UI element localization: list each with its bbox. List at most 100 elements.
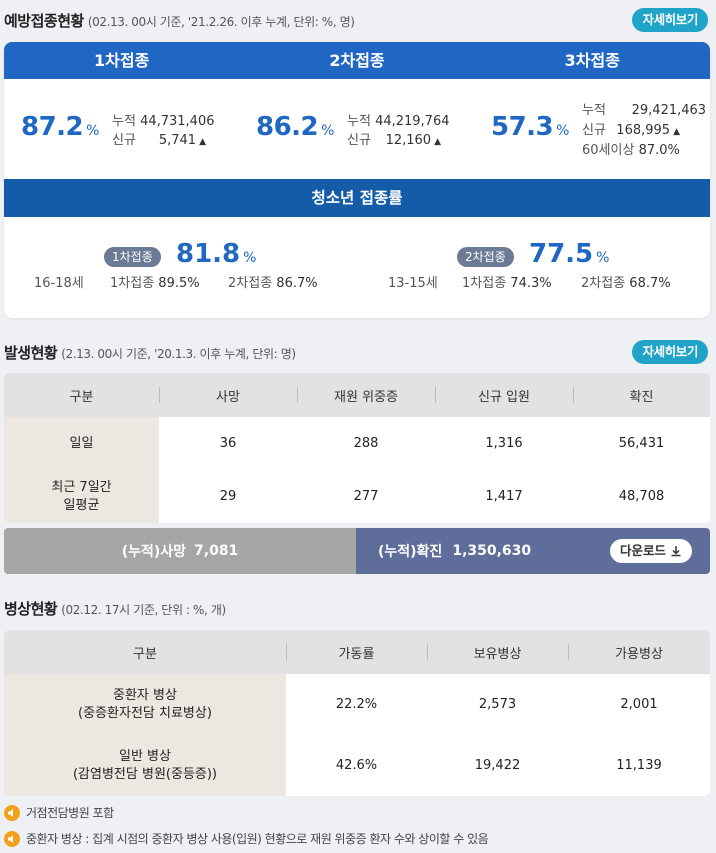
table-cell: 1,417 <box>485 489 523 504</box>
outbreak-title: 발생현황 <box>4 344 58 362</box>
dose3-new-value: 168,995 <box>616 123 671 138</box>
table-cell: 48,708 <box>618 489 665 504</box>
table-row: 중환자 병상 (중증환자전담 치료병상) 22.2% 2,573 2,001 <box>4 674 710 735</box>
increase-icon: ▲ <box>434 137 441 147</box>
vaccination-title: 예방접종현황 <box>4 12 84 30</box>
increase-icon: ▲ <box>673 127 680 137</box>
dose3-stats: 57.3% 누적 29,421,463 신규 168,995 ▲ 60세이상 87… <box>474 79 710 179</box>
youth2-dose2-label: 2차접종 <box>581 276 626 291</box>
row-label: 최근 7일간 일평균 <box>4 470 159 523</box>
speaker-icon <box>4 804 20 821</box>
table-cell: 29 <box>219 489 237 504</box>
row-label: 일반 병상 (감염병전담 병원(중등증)) <box>4 735 286 796</box>
download-icon <box>671 546 681 557</box>
beds-title: 병상현황 <box>4 600 58 618</box>
dose-stats-row: 87.2% 누적 44,731,406 신규 5,741 ▲ 86.2% 누적 4… <box>4 79 710 179</box>
dose2-cumulative-label: 누적 <box>347 114 371 129</box>
youth2-percent-unit: % <box>596 250 610 266</box>
table-cell: 11,139 <box>616 758 662 773</box>
table-cell: 22.2% <box>335 697 378 712</box>
dose1-percent-value: 87.2 <box>21 112 84 142</box>
dose3-over60-value: 87.0% <box>638 143 680 158</box>
table-cell: 2,573 <box>478 697 517 712</box>
youth1-dose1-label: 1차접종 <box>110 276 155 291</box>
dose2-new-value: 12,160 <box>385 133 432 148</box>
dose2-cumulative-value: 44,219,764 <box>375 114 450 129</box>
youth1-percent-unit: % <box>243 250 257 266</box>
table-row: 최근 7일간 일평균 29 277 1,417 48,708 <box>4 470 710 523</box>
dose1-percent-unit: % <box>86 123 99 139</box>
table-cell: 42.6% <box>335 758 378 773</box>
total-deaths-value: 7,081 <box>194 543 239 559</box>
dose3-cumulative-label: 누적 <box>582 103 606 118</box>
table-cell: 1,316 <box>485 436 523 451</box>
outbreak-table: 구분 사망 재원 위중증 신규 입원 확진 일일 36 288 1,316 56… <box>4 373 710 523</box>
dose1-percent: 87.2% <box>21 112 99 142</box>
dose2-cumulative: 누적 44,219,764 <box>347 110 450 129</box>
table-cell: 277 <box>353 489 379 504</box>
vaccination-card: 1차접종 2차접종 3차접종 87.2% 누적 44,731,406 신규 5,… <box>4 42 710 318</box>
col-header: 확진 <box>573 373 710 417</box>
beds-subtitle: (02.12. 17시 기준, 단위 : %, 개) <box>61 603 226 617</box>
dose-header-bar: 1차접종 2차접종 3차접종 <box>4 42 710 79</box>
vaccination-more-button[interactable]: 자세히보기 <box>632 8 708 32</box>
youth1-percent: 81.8% <box>176 239 256 269</box>
total-deaths-label: (누적)사망 <box>121 544 187 560</box>
increase-icon: ▲ <box>199 137 206 147</box>
youth-header-bar: 청소년 접종률 <box>4 179 710 217</box>
dose2-percent: 86.2% <box>256 112 334 142</box>
youth2-age: 13-15세 <box>388 276 438 291</box>
youth1-badge: 1차접종 <box>104 247 161 267</box>
table-cell: 56,431 <box>618 436 665 451</box>
total-confirmed-label: (누적)확진 <box>378 544 443 560</box>
beds-table: 구분 가동률 보유병상 가용병상 중환자 병상 (중증환자전담 치료병상) 22… <box>4 630 710 796</box>
youth1-dose1: 1차접종 89.5% <box>110 272 200 291</box>
table-cell: 2,001 <box>620 697 658 712</box>
col-header: 구분 <box>133 646 157 662</box>
youth1-dose2-value: 86.7% <box>276 276 318 291</box>
youth2-badge: 2차접종 <box>457 247 514 267</box>
row-label: 중환자 병상 (중증환자전담 치료병상) <box>4 674 286 735</box>
dose3-percent-value: 57.3 <box>491 112 554 142</box>
table-cell: 288 <box>353 436 379 451</box>
outbreak-subtitle: (2.13. 00시 기준, '20.1.3. 이후 누계, 단위: 명) <box>61 347 296 361</box>
dose3-new-label: 신규 <box>582 123 606 138</box>
col-header: 재원 위중증 <box>297 373 435 417</box>
dose3-new: 신규 168,995 ▲ <box>582 119 680 138</box>
vaccination-subtitle: (02.13. 00시 기준, '21.2.26. 이후 누계, 단위: %, … <box>87 15 355 29</box>
dose2-percent-unit: % <box>321 123 334 139</box>
dose1-cumulative-value: 44,731,406 <box>140 114 215 129</box>
dose1-new: 신규 5,741 ▲ <box>112 129 206 148</box>
total-deaths: (누적)사망 7,081 <box>4 528 356 574</box>
youth2-dose2: 2차접종 68.7% <box>581 272 671 291</box>
col-header: 구분 <box>69 389 94 405</box>
speaker-icon <box>4 830 20 847</box>
note-item: 중환자 병상 : 집계 시점의 중환자 병상 사용(입원) 현황으로 재원 위중… <box>4 830 489 847</box>
dose2-new-label: 신규 <box>347 133 371 148</box>
youth1-dose1-value: 89.5% <box>158 276 200 291</box>
outbreak-more-button[interactable]: 자세히보기 <box>632 340 708 364</box>
dose3-cumulative: 누적 29,421,463 <box>582 99 706 118</box>
youth2-percent-value: 77.5 <box>529 239 594 269</box>
col-header: 가동률 <box>286 630 427 674</box>
note-text: 중환자 병상 : 집계 시점의 중환자 병상 사용(입원) 현황으로 재원 위중… <box>26 832 489 846</box>
total-confirmed-value: 1,350,630 <box>452 543 532 559</box>
dose3-over60-label: 60세이상 <box>582 143 635 158</box>
dose3-over60: 60세이상 87.0% <box>582 139 680 158</box>
youth2-dose1: 1차접종 74.3% <box>462 272 552 291</box>
dose3-percent-unit: % <box>556 123 569 139</box>
col-header: 사망 <box>159 373 297 417</box>
col-header: 신규 입원 <box>435 373 573 417</box>
youth2-percent: 77.5% <box>529 239 609 269</box>
dose1-new-label: 신규 <box>112 133 136 148</box>
total-confirmed: (누적)확진 1,350,630 다운로드 <box>356 528 710 574</box>
dose2-header: 2차접종 <box>329 51 385 70</box>
dose1-cumulative: 누적 44,731,406 <box>112 110 215 129</box>
download-button[interactable]: 다운로드 <box>609 539 692 563</box>
vaccination-header: 예방접종현황 (02.13. 00시 기준, '21.2.26. 이후 누계, … <box>4 10 355 31</box>
dose3-cumulative-value: 29,421,463 <box>631 103 707 118</box>
beds-header: 병상현황 (02.12. 17시 기준, 단위 : %, 개) <box>4 598 226 619</box>
youth1-age: 16-18세 <box>34 276 84 291</box>
youth2-dose1-value: 74.3% <box>510 276 552 291</box>
dose1-cumulative-label: 누적 <box>112 114 136 129</box>
